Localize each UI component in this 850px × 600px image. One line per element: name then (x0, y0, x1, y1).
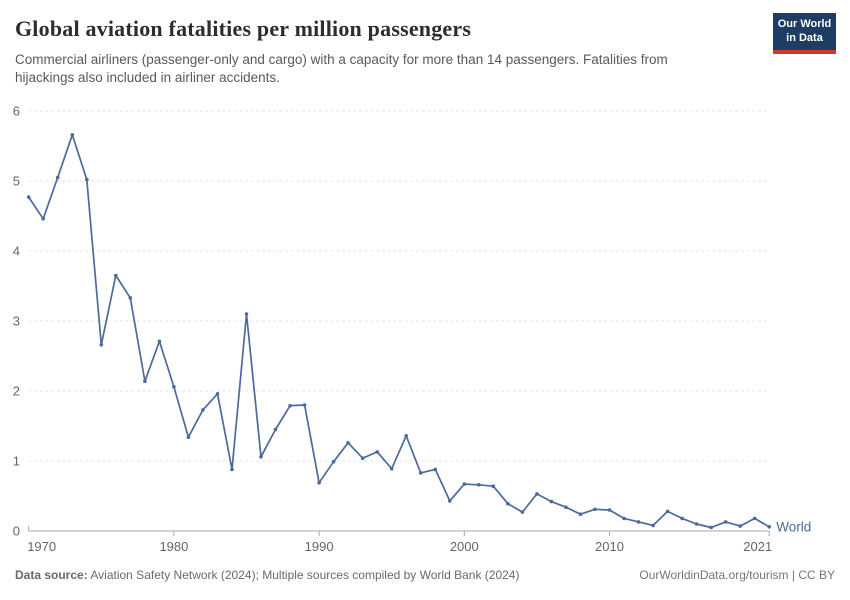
data-point-2000[interactable] (462, 482, 467, 486)
y-axis-tick-label: 5 (13, 174, 20, 189)
chart-subtitle: Commercial airliners (passenger-only and… (15, 52, 668, 86)
y-axis-tick-label: 6 (13, 104, 20, 119)
data-point-1972[interactable] (55, 175, 60, 180)
data-point-1976[interactable] (114, 273, 118, 278)
series-label-world[interactable]: World (776, 519, 811, 534)
data-point-2007[interactable] (564, 505, 568, 510)
data-point-2001[interactable] (477, 483, 481, 487)
data-point-2004[interactable] (520, 510, 525, 514)
data-point-1980[interactable] (172, 385, 176, 389)
data-point-2018[interactable] (723, 520, 728, 524)
y-axis-tick-label: 3 (13, 314, 20, 329)
data-source-text: Aviation Safety Network (2024); Multiple… (87, 568, 520, 582)
data-point-1997[interactable] (418, 471, 423, 475)
data-point-1973[interactable] (70, 133, 75, 137)
data-point-2015[interactable] (680, 516, 684, 521)
data-point-1998[interactable] (433, 467, 438, 472)
data-point-1984[interactable] (230, 467, 234, 472)
data-point-1989[interactable] (302, 403, 307, 407)
data-point-2020[interactable] (752, 516, 757, 521)
data-point-2021[interactable] (767, 525, 771, 529)
chart-canvas: 0 1 2 3 4 5 6 1970 1980 1990 2000 2010 2021 World (13, 104, 812, 555)
data-point-1975[interactable] (99, 343, 104, 347)
data-point-2003[interactable] (506, 501, 510, 506)
data-point-1993[interactable] (360, 456, 365, 461)
chart-footer: Data source: Aviation Safety Network (20… (0, 568, 850, 582)
data-source: Data source: Aviation Safety Network (20… (15, 568, 519, 582)
data-point-1991[interactable] (331, 459, 336, 464)
x-axis-tick-label: 2021 (743, 539, 772, 554)
data-point-1982[interactable] (201, 408, 205, 412)
y-axis-tick-label: 0 (13, 524, 20, 539)
x-axis-tick-label: 1980 (159, 539, 188, 554)
data-point-1974[interactable] (85, 177, 89, 182)
x-axis-tick-label: 2010 (595, 539, 624, 554)
data-point-1996[interactable] (404, 434, 409, 438)
owid-logo[interactable]: Our World in Data (773, 13, 836, 54)
data-point-2002[interactable] (491, 484, 496, 489)
data-point-2013[interactable] (651, 523, 655, 528)
data-point-2005[interactable] (535, 492, 539, 496)
x-axis-tick-label: 1970 (27, 539, 56, 554)
logo-line-1: Our World (777, 18, 832, 31)
y-axis-tick-label: 1 (13, 454, 20, 469)
data-point-2011[interactable] (622, 516, 626, 521)
data-point-2014[interactable] (665, 509, 670, 514)
x-axis-tick-label: 2000 (450, 539, 479, 554)
data-point-2006[interactable] (549, 499, 554, 504)
footer-link[interactable]: OurWorldinData.org/tourism | CC BY (639, 568, 835, 582)
x-axis-tick-label: 1990 (305, 539, 334, 554)
data-point-1986[interactable] (259, 455, 263, 459)
y-axis-tick-label: 4 (13, 244, 20, 259)
data-point-1992[interactable] (346, 441, 350, 445)
data-source-label: Data source: (15, 568, 88, 582)
data-point-1990[interactable] (317, 480, 321, 485)
data-point-2012[interactable] (636, 520, 641, 524)
data-point-1979[interactable] (157, 339, 162, 344)
data-point-2009[interactable] (593, 507, 597, 512)
y-axis-tick-label: 2 (13, 384, 20, 399)
data-point-2010[interactable] (607, 508, 612, 512)
data-point-2008[interactable] (578, 512, 583, 516)
world-line[interactable] (27, 133, 771, 529)
data-point-1987[interactable] (273, 427, 278, 432)
chart-title: Global aviation fatalities per million p… (15, 16, 472, 41)
data-point-1983[interactable] (215, 392, 220, 396)
data-point-1999[interactable] (448, 499, 452, 503)
data-point-1994[interactable] (375, 450, 380, 454)
data-point-1985[interactable] (244, 312, 249, 316)
data-point-1971[interactable] (41, 217, 45, 221)
data-point-2016[interactable] (694, 522, 699, 526)
data-point-1981[interactable] (186, 435, 191, 440)
data-point-2017[interactable] (709, 525, 713, 530)
data-point-1977[interactable] (128, 296, 133, 300)
data-point-1995[interactable] (389, 466, 394, 471)
logo-line-2: in Data (786, 31, 823, 44)
data-point-2019[interactable] (738, 524, 742, 528)
data-point-1988[interactable] (288, 403, 292, 408)
data-point-1970[interactable] (26, 195, 31, 199)
data-point-1978[interactable] (143, 379, 147, 384)
